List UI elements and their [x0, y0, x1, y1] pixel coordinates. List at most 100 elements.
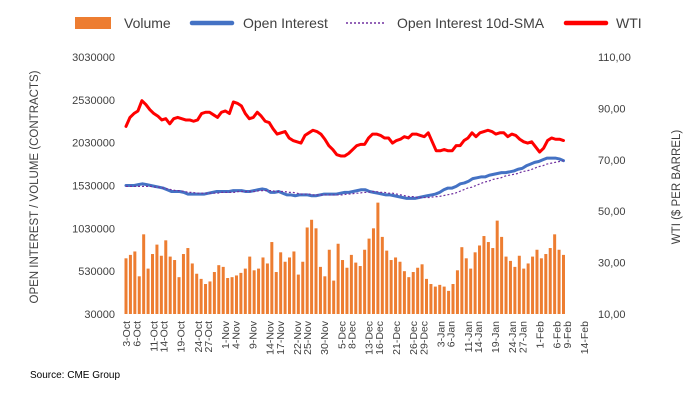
- volume-bar: [261, 257, 265, 314]
- volume-bar: [517, 255, 521, 314]
- left-axis-title: OPEN INTEREST / VOLUME (CONTRACTS): [29, 70, 41, 303]
- volume-bar: [345, 267, 349, 314]
- volume-bar: [447, 290, 451, 314]
- volume-bar: [226, 278, 230, 314]
- x-tick-label: 5-Dec: [336, 321, 348, 349]
- x-tick-label: 6-Jan: [446, 321, 458, 347]
- left-tick-label: 30000: [84, 309, 115, 321]
- volume-bar: [363, 249, 367, 314]
- volume-bar: [155, 244, 159, 314]
- volume-bars: [124, 202, 565, 314]
- x-tick-label: 29-Dec: [418, 321, 430, 355]
- volume-bar: [186, 248, 190, 314]
- legend: Volume Open Interest Open Interest 10d-S…: [75, 15, 642, 31]
- volume-bar: [221, 266, 225, 314]
- volume-bar: [243, 268, 247, 314]
- volume-bar: [173, 260, 177, 314]
- volume-bar: [367, 238, 371, 314]
- volume-bar: [402, 271, 406, 314]
- right-axis-ticks: 110,00 90,00 70,00 50,00 30,00 10,00: [598, 52, 631, 321]
- volume-bar: [425, 278, 428, 314]
- volume-bar: [168, 256, 172, 314]
- volume-bar: [327, 249, 331, 314]
- x-tick-label: 27-Oct: [203, 321, 215, 353]
- volume-bar: [318, 266, 322, 314]
- volume-bar: [380, 236, 384, 314]
- volume-bar: [296, 274, 300, 314]
- volume-bar: [460, 247, 464, 314]
- volume-bar: [416, 267, 420, 314]
- volume-bar: [504, 256, 508, 314]
- x-tick-label: 6-Oct: [131, 321, 143, 347]
- volume-bar: [469, 268, 473, 314]
- volume-bar: [288, 257, 291, 314]
- volume-bar: [526, 263, 530, 314]
- volume-bar: [389, 260, 393, 314]
- x-tick-label: 24-Jan: [507, 321, 519, 353]
- x-tick-label: 21-Dec: [391, 321, 403, 355]
- right-tick-label: 50,00: [598, 206, 626, 218]
- volume-bar: [411, 272, 415, 314]
- x-tick-label: 6-Feb: [552, 321, 564, 349]
- x-tick-label: 13-Dec: [364, 321, 376, 355]
- volume-bar: [522, 268, 526, 314]
- volume-bar: [451, 284, 455, 314]
- volume-bar: [159, 255, 163, 314]
- volume-bar: [398, 261, 402, 314]
- volume-bar: [438, 284, 442, 314]
- volume-bar: [513, 266, 517, 314]
- volume-bar: [394, 257, 398, 314]
- volume-bar: [146, 268, 150, 314]
- volume-bar: [314, 228, 318, 314]
- volume-bar: [464, 258, 468, 314]
- volume-bar: [234, 275, 238, 314]
- volume-bar: [279, 252, 283, 314]
- volume-bar: [455, 270, 459, 314]
- right-axis-title: WTI ($ PER BARREL): [671, 130, 683, 245]
- volume-bar: [212, 272, 216, 314]
- left-tick-label: 1030000: [72, 223, 115, 235]
- volume-bar: [561, 254, 565, 314]
- legend-sma-label: Open Interest 10d-SMA: [397, 15, 545, 31]
- x-tick-label: 8-Dec: [347, 321, 359, 349]
- x-tick-label: 19-Oct: [176, 321, 188, 353]
- right-tick-label: 70,00: [598, 155, 626, 167]
- left-axis-ticks: 3030000 2530000 2030000 1530000 1030000 53000…: [72, 52, 115, 321]
- x-tick-label: 27-Jan: [517, 321, 529, 353]
- volume-bar: [274, 272, 278, 314]
- volume-bar: [495, 220, 499, 314]
- volume-bar: [557, 249, 561, 314]
- volume-bar: [301, 261, 305, 314]
- x-tick-label: 24-Oct: [193, 321, 205, 353]
- x-tick-label: 14-Nov: [265, 320, 277, 355]
- volume-bar: [292, 251, 296, 314]
- x-tick-label: 14-Oct: [159, 321, 171, 353]
- right-tick-label: 90,00: [598, 103, 626, 115]
- volume-bar: [177, 277, 181, 314]
- volume-bar: [310, 219, 314, 314]
- volume-bar: [553, 234, 557, 314]
- volume-bar: [531, 256, 535, 314]
- volume-bar: [195, 273, 199, 314]
- x-tick-label: 9-Nov: [247, 320, 259, 349]
- volume-bar: [270, 242, 274, 314]
- x-tick-label: 14-Jan: [473, 321, 485, 353]
- volume-bar: [420, 264, 424, 314]
- x-tick-label: 4-Nov: [230, 320, 242, 349]
- volume-bar: [486, 242, 490, 314]
- left-tick-label: 3030000: [72, 52, 115, 64]
- x-tick-label: 11-Jan: [463, 321, 475, 352]
- volume-bar: [283, 261, 287, 314]
- volume-bar: [137, 276, 141, 314]
- legend-volume-swatch: [75, 17, 111, 29]
- x-tick-label: 14-Feb: [579, 321, 591, 354]
- volume-bar: [142, 234, 146, 314]
- x-tick-label: 22-Nov: [292, 320, 304, 355]
- volume-bar: [491, 248, 495, 314]
- volume-bar: [252, 270, 256, 314]
- left-tick-label: 2030000: [72, 138, 115, 150]
- x-tick-label: 19-Jan: [490, 321, 502, 353]
- volume-bar: [482, 236, 486, 314]
